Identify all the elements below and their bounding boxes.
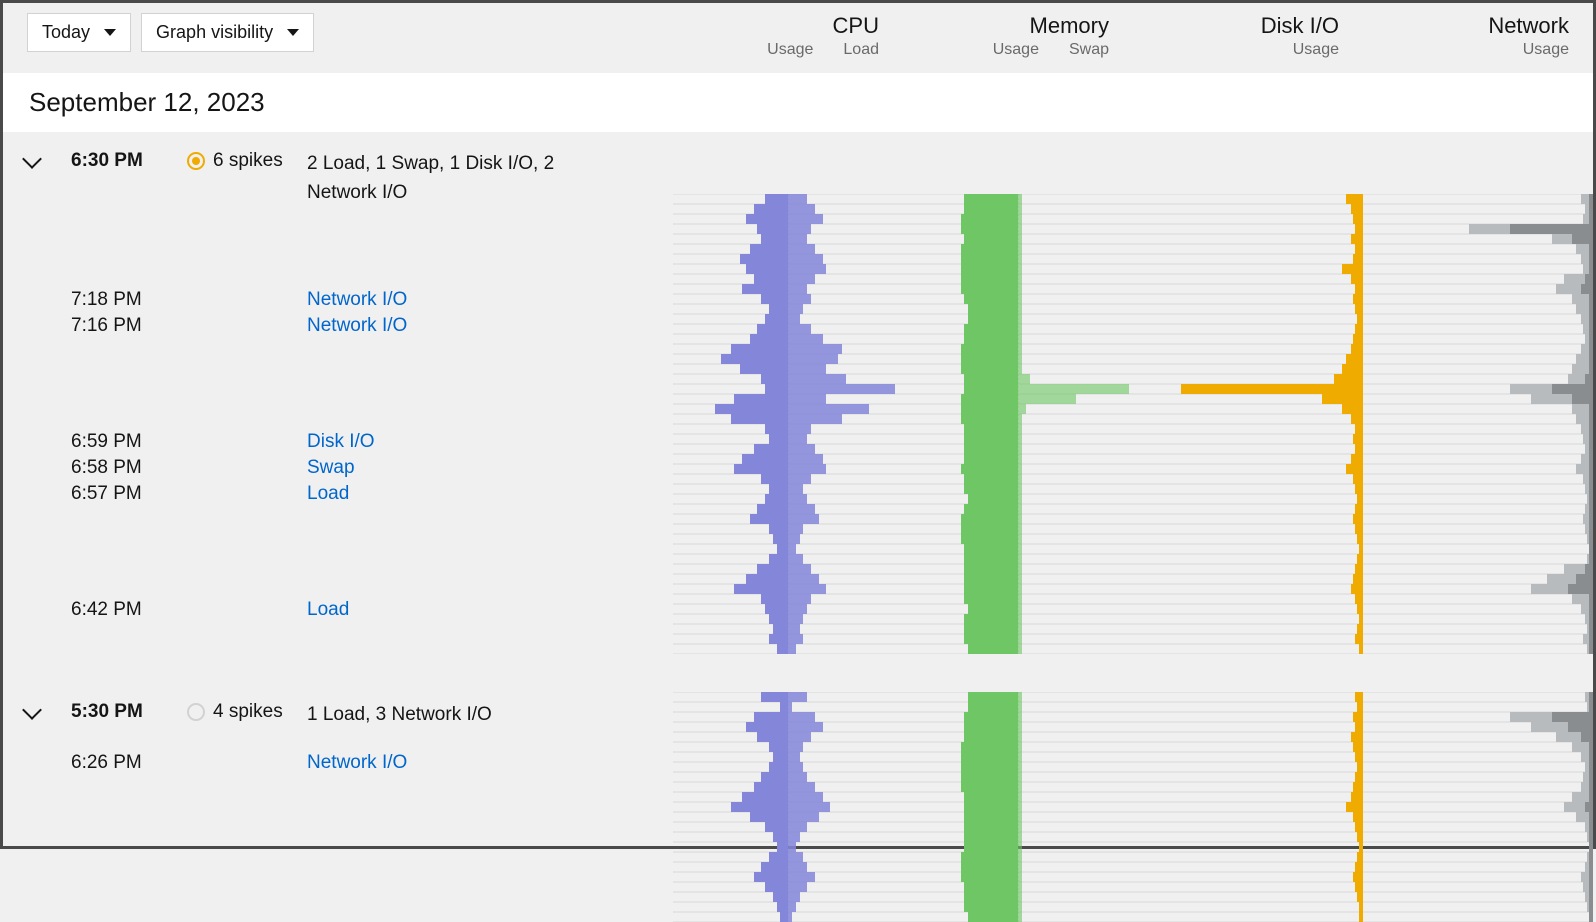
chart-block	[903, 194, 1133, 654]
event-time: 6:57 PM	[71, 483, 181, 505]
metric-column: Network Usage	[1339, 13, 1569, 59]
graph-visibility-label: Graph visibility	[156, 22, 273, 43]
chart-block	[673, 692, 903, 922]
date-header: September 12, 2023	[3, 73, 1593, 132]
spike-badge-icon	[187, 152, 205, 170]
metric-subtitle: Usage	[1293, 41, 1339, 59]
chevron-down-icon	[287, 29, 299, 36]
expand-toggle-icon[interactable]	[22, 149, 42, 169]
metric-column: Memory Usage Swap	[879, 13, 1109, 59]
spike-badge-icon	[187, 703, 205, 721]
graph-visibility-dropdown[interactable]: Graph visibility	[141, 13, 314, 52]
spike-badge: 4 spikes	[187, 701, 307, 723]
group-time: 6:30 PM	[71, 150, 181, 172]
event-link[interactable]: Load	[307, 483, 349, 505]
metric-subtitle: Usage	[993, 41, 1039, 59]
metric-column: CPU Usage Load	[649, 13, 879, 59]
metric-subtitle: Swap	[1069, 41, 1109, 59]
metric-subtitle: Usage	[767, 41, 813, 59]
event-time: 7:16 PM	[71, 315, 181, 337]
event-link[interactable]: Disk I/O	[307, 431, 375, 453]
lane-disk	[1133, 132, 1363, 776]
chart-block	[1133, 194, 1363, 654]
toolbar: Today Graph visibility CPU Usage LoadMemo…	[3, 3, 1593, 73]
event-time: 6:58 PM	[71, 457, 181, 479]
metric-title: Memory	[879, 13, 1109, 39]
metric-column: Disk I/O Usage	[1109, 13, 1339, 59]
chevron-down-icon	[104, 29, 116, 36]
expand-toggle-icon[interactable]	[22, 700, 42, 720]
lane-cpu	[673, 132, 903, 776]
event-time: 6:26 PM	[71, 752, 181, 774]
event-link[interactable]: Network I/O	[307, 289, 407, 311]
chart-lanes	[673, 132, 1593, 776]
metric-title: CPU	[649, 13, 879, 39]
metric-subtitle: Usage	[1523, 41, 1569, 59]
lane-network	[1363, 132, 1593, 776]
metric-title: Disk I/O	[1109, 13, 1339, 39]
event-link[interactable]: Network I/O	[307, 752, 407, 774]
metric-title: Network	[1339, 13, 1569, 39]
chart-block	[1363, 692, 1593, 922]
event-link[interactable]: Swap	[307, 457, 355, 479]
spike-badge: 6 spikes	[187, 150, 307, 172]
group-time: 5:30 PM	[71, 701, 181, 723]
metric-headers: CPU Usage LoadMemory Usage SwapDisk I/O Us…	[649, 13, 1569, 59]
group-summary: 2 Load, 1 Swap, 1 Disk I/O, 2 Network I/…	[307, 150, 607, 207]
chart-block	[1363, 194, 1593, 654]
date-filter-label: Today	[42, 22, 90, 43]
chart-block	[673, 194, 903, 654]
chart-block	[1133, 692, 1363, 922]
spike-count: 4 spikes	[213, 701, 283, 723]
event-time: 6:59 PM	[71, 431, 181, 453]
event-time: 7:18 PM	[71, 289, 181, 311]
event-time: 6:42 PM	[71, 599, 181, 621]
content-area: 6:30 PM 6 spikes 2 Load, 1 Swap, 1 Disk …	[3, 132, 1593, 776]
event-link[interactable]: Load	[307, 599, 349, 621]
chart-block	[903, 692, 1133, 922]
event-link[interactable]: Network I/O	[307, 315, 407, 337]
metric-subtitle: Load	[843, 41, 879, 59]
spike-count: 6 spikes	[213, 150, 283, 172]
date-filter-dropdown[interactable]: Today	[27, 13, 131, 52]
group-summary: 1 Load, 3 Network I/O	[307, 701, 492, 730]
lane-memory	[903, 132, 1133, 776]
